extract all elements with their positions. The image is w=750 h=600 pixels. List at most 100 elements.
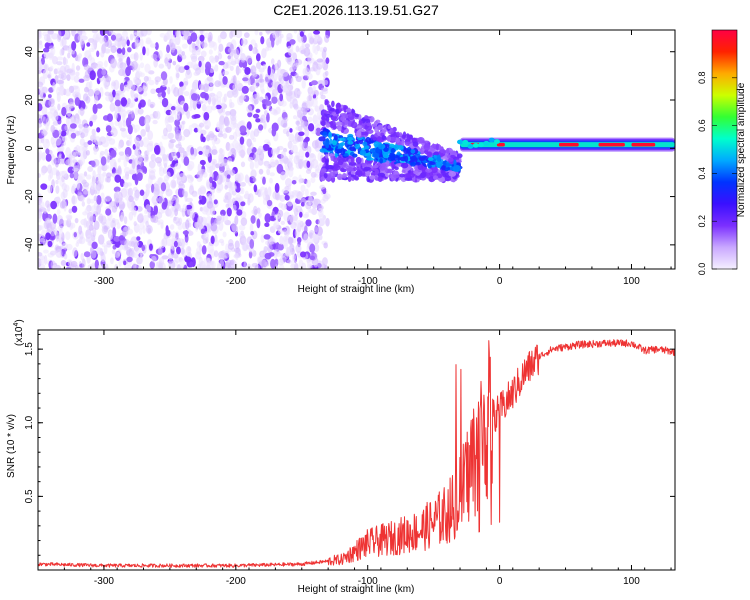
noise-speckle xyxy=(131,60,138,71)
noise-speckle xyxy=(137,108,144,115)
transition-cluster xyxy=(420,171,427,179)
noise-speckle xyxy=(41,168,46,176)
transition-cluster xyxy=(352,112,357,116)
noise-speckle xyxy=(263,234,271,240)
noise-speckle xyxy=(289,66,295,73)
noise-speckle xyxy=(52,213,58,224)
noise-speckle xyxy=(89,70,96,81)
transition-cluster xyxy=(425,168,433,173)
noise-speckle xyxy=(103,225,108,233)
tone-blob xyxy=(462,139,469,145)
noise-speckle xyxy=(232,84,237,91)
noise-speckle xyxy=(126,39,130,47)
x-tick-label: -100 xyxy=(358,276,378,287)
x-tick-label: -100 xyxy=(358,576,378,587)
noise-speckle xyxy=(118,57,123,62)
noise-speckle xyxy=(38,150,43,161)
noise-speckle xyxy=(304,129,310,138)
noise-speckle xyxy=(251,82,257,91)
noise-speckle xyxy=(295,45,300,53)
noise-speckle xyxy=(203,111,210,121)
noise-speckle xyxy=(298,131,305,136)
noise-speckle xyxy=(139,139,144,148)
spectrogram-y-axis-label: Frequency (Hz) xyxy=(6,116,17,185)
transition-cluster xyxy=(423,143,431,151)
noise-speckle xyxy=(323,242,328,249)
noise-speckle xyxy=(232,225,239,234)
noise-speckle xyxy=(160,182,167,192)
noise-speckle xyxy=(145,224,153,234)
noise-speckle xyxy=(305,151,310,158)
noise-speckle xyxy=(309,67,316,72)
noise-speckle xyxy=(227,157,233,163)
noise-speckle xyxy=(178,124,182,129)
noise-speckle xyxy=(184,190,189,198)
noise-speckle xyxy=(50,229,56,237)
noise-speckle xyxy=(188,185,195,195)
noise-speckle xyxy=(149,175,156,181)
noise-speckle xyxy=(175,72,180,79)
noise-speckle xyxy=(104,176,109,183)
noise-speckle xyxy=(91,241,98,250)
noise-speckle xyxy=(201,245,207,255)
transition-cluster xyxy=(410,161,416,167)
noise-speckle xyxy=(202,136,206,143)
noise-speckle xyxy=(318,234,323,241)
noise-speckle xyxy=(134,246,142,254)
noise-speckle xyxy=(38,69,42,75)
noise-speckle xyxy=(263,120,267,130)
noise-speckle xyxy=(215,104,222,110)
transition-cluster xyxy=(361,162,366,167)
noise-speckle xyxy=(45,148,50,155)
noise-speckle xyxy=(297,135,304,142)
noise-speckle xyxy=(38,59,43,71)
noise-speckle xyxy=(113,106,121,113)
noise-speckle xyxy=(324,70,329,77)
noise-speckle xyxy=(205,61,212,71)
noise-speckle xyxy=(103,245,108,255)
noise-speckle xyxy=(155,87,163,94)
noise-speckle xyxy=(199,84,205,91)
noise-speckle xyxy=(48,105,56,111)
transition-cluster xyxy=(339,142,344,146)
transition-cluster xyxy=(455,159,462,164)
noise-speckle xyxy=(45,153,52,162)
noise-speckle xyxy=(97,234,105,245)
noise-speckle xyxy=(127,124,133,135)
transition-cluster xyxy=(400,162,409,169)
transition-cluster xyxy=(448,170,457,177)
noise-speckle xyxy=(285,246,293,257)
noise-speckle xyxy=(310,191,317,196)
noise-speckle xyxy=(118,151,125,156)
noise-speckle xyxy=(70,185,76,195)
noise-speckle xyxy=(89,247,94,254)
noise-speckle xyxy=(71,205,78,213)
noise-speckle xyxy=(94,94,99,104)
noise-speckle xyxy=(98,35,105,44)
noise-speckle xyxy=(317,260,325,269)
noise-speckle xyxy=(38,215,42,223)
transition-cluster xyxy=(429,171,434,177)
noise-speckle xyxy=(165,238,173,246)
noise-speckle xyxy=(274,190,280,201)
noise-speckle xyxy=(114,38,122,47)
noise-speckle xyxy=(161,237,168,248)
noise-speckle xyxy=(78,225,83,235)
noise-speckle xyxy=(288,49,294,56)
noise-speckle xyxy=(262,63,267,70)
transition-cluster xyxy=(389,153,396,161)
noise-speckle xyxy=(168,207,175,218)
noise-speckle xyxy=(191,123,199,129)
transition-cluster xyxy=(320,120,326,127)
noise-speckle xyxy=(145,184,151,196)
snr-panel: -300 -200 -100 0 100 0.5 1.0 1.5 Height of stra… xyxy=(6,319,676,595)
x-tick-label: -300 xyxy=(94,276,114,287)
noise-speckle xyxy=(38,43,43,49)
transition-cluster xyxy=(439,146,444,154)
noise-speckle xyxy=(305,168,312,174)
colorbar-tick-label: 0.2 xyxy=(697,215,707,228)
tone-blob xyxy=(493,139,500,144)
noise-speckle xyxy=(314,226,318,233)
transition-cluster xyxy=(350,157,355,164)
noise-speckle xyxy=(276,59,282,68)
